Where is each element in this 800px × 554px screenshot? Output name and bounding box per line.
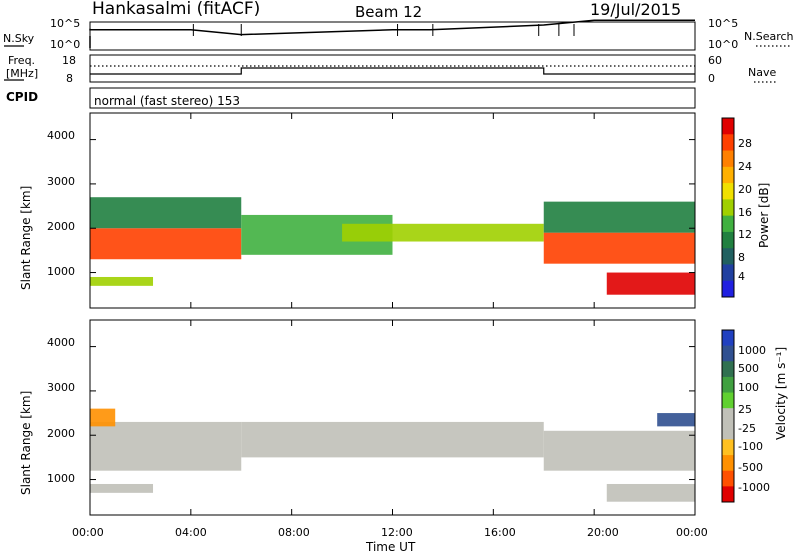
xlabel: Time UT <box>366 540 416 554</box>
power-tick-24: 24 <box>738 160 752 173</box>
velocity-colorbar-swatch-0 <box>722 330 734 347</box>
velocity-colorbar-swatch-5 <box>722 408 734 425</box>
nave-right-tick-bottom: 0 <box>708 72 715 85</box>
xtick-3: 12:00 <box>381 526 413 539</box>
freq-left-tick-top: 18 <box>62 54 76 67</box>
power-colorbar-swatch-7 <box>722 231 734 249</box>
nsky-right-tick-bottom: 10^0 <box>708 38 739 51</box>
power-colorbar-frame <box>721 117 735 298</box>
velocity-colorbar-swatch-3 <box>722 376 734 394</box>
power-colorbar-swatch-3 <box>722 166 734 184</box>
power-colorbar-swatch-0 <box>722 118 734 135</box>
vel-ytick-1000: 1000 <box>47 472 75 485</box>
vel-tick-neg1000: -1000 <box>738 481 770 494</box>
station-title: Hankasalmi (fitACF) <box>92 0 261 19</box>
velocity-band-0 <box>90 421 242 471</box>
power-colorbar-swatch-2 <box>722 150 734 168</box>
power-ytick-2000: 2000 <box>47 220 75 233</box>
velocity-colorbar-swatch-7 <box>722 439 734 456</box>
vel-ytick-2000: 2000 <box>47 427 75 440</box>
vel-tick-1000: 1000 <box>738 344 766 357</box>
cpid-label: CPID <box>6 90 39 104</box>
power-band-4 <box>342 223 544 242</box>
nsky-right-tick-top: 10^5 <box>708 17 739 30</box>
velocity-band-4 <box>606 483 695 502</box>
velocity-colorbar-swatch-6 <box>722 423 734 440</box>
vel-tick-500: 500 <box>738 362 759 375</box>
power-tick-20: 20 <box>738 183 752 196</box>
velocity-band-6 <box>657 413 695 427</box>
freq-label: Freq. <box>8 54 36 67</box>
date-title: 19/Jul/2015 <box>590 0 682 19</box>
velocity-band-2 <box>241 421 544 458</box>
cpid-panel-frame <box>89 87 696 109</box>
nsearch-label: N.Search <box>744 30 794 43</box>
xtick-0: 00:00 <box>72 526 104 539</box>
beam-title: Beam 12 <box>355 3 423 21</box>
xtick-5: 20:00 <box>587 526 619 539</box>
vel-ytick-4000: 4000 <box>47 336 75 349</box>
nave-right-tick-top: 60 <box>708 54 722 67</box>
vel-tick-neg25: -25 <box>738 422 756 435</box>
power-colorbar-swatch-4 <box>722 183 734 200</box>
power-colorbar-swatch-10 <box>722 280 734 298</box>
vel-tick-neg100: -100 <box>738 440 763 453</box>
xtick-2: 08:00 <box>278 526 310 539</box>
nsky-label: N.Sky <box>3 32 35 45</box>
velocity-colorbar-swatch-4 <box>722 392 734 409</box>
power-band-1 <box>90 197 242 229</box>
velocity-plot-bg <box>90 320 695 515</box>
power-band-0 <box>90 228 242 260</box>
velocity-colorbar-swatch-1 <box>722 345 734 362</box>
vel-tick-100: 100 <box>738 381 759 394</box>
power-tick-28: 28 <box>738 137 752 150</box>
nsky-panel-frame <box>89 21 696 51</box>
freq-panel-frame <box>89 54 696 83</box>
nsky-series-line <box>89 19 695 36</box>
freq-series-line <box>90 67 695 75</box>
freq-left-tick-bottom: 8 <box>66 72 73 85</box>
velocity-colorbar-frame <box>721 329 735 503</box>
power-ytick-1000: 1000 <box>47 265 75 278</box>
vel-tick-neg500: -500 <box>738 461 763 474</box>
power-colorbar-swatch-5 <box>722 199 734 217</box>
nsky-left-tick-bottom: 10^0 <box>50 38 81 51</box>
nave-label: Nave <box>748 66 777 79</box>
power-colorbar-swatch-6 <box>722 215 734 233</box>
velocity-band-5 <box>90 408 116 427</box>
power-tick-12: 12 <box>738 228 752 241</box>
vel-tick-25: 25 <box>738 403 752 416</box>
xtick-4: 16:00 <box>484 526 516 539</box>
freq-unit-label: [MHz] <box>6 67 39 80</box>
power-band-6 <box>543 201 695 233</box>
power-band-5 <box>543 232 695 264</box>
velocity-colorbar-swatch-10 <box>722 486 734 503</box>
power-tick-8: 8 <box>738 251 745 264</box>
power-colorbar-swatch-1 <box>722 134 734 152</box>
velocity-colorbar-swatch-9 <box>722 470 734 487</box>
power-ytick-3000: 3000 <box>47 175 75 188</box>
xtick-6: 00:00 <box>676 526 708 539</box>
power-band-7 <box>606 272 695 295</box>
velocity-colorbar-swatch-8 <box>722 455 734 472</box>
xtick-1: 04:00 <box>175 526 207 539</box>
nsky-left-tick-top: 10^5 <box>50 17 81 30</box>
power-colorbar-swatch-9 <box>722 264 734 282</box>
power-tick-16: 16 <box>738 206 752 219</box>
power-tick-4: 4 <box>738 270 745 283</box>
velocity-colorbar-swatch-2 <box>722 361 734 378</box>
cpid-text: normal (fast stereo) 153 <box>94 94 241 108</box>
power-colorbar-swatch-8 <box>722 248 734 265</box>
power-band-2 <box>90 276 154 286</box>
velocity-band-1 <box>90 483 154 493</box>
velocity-band-3 <box>543 430 695 471</box>
power-ytick-4000: 4000 <box>47 129 75 142</box>
vel-ytick-3000: 3000 <box>47 381 75 394</box>
